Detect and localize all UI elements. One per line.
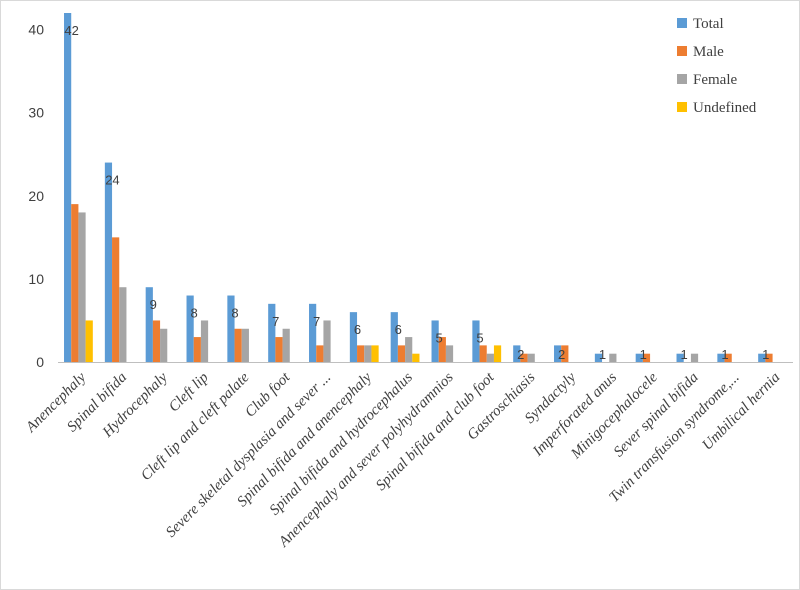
bar-male: [275, 337, 283, 362]
bar-female: [241, 328, 249, 362]
bar-total: [676, 353, 684, 362]
bar-total: [635, 353, 643, 362]
bar-female: [282, 328, 290, 362]
bar-undefined: [493, 345, 502, 362]
bar-female: [323, 320, 331, 362]
bar-male: [112, 237, 120, 362]
legend-swatch-total: [677, 18, 687, 28]
bar-male: [642, 353, 651, 362]
bar-total: [554, 345, 562, 362]
data-label: 6: [395, 322, 402, 337]
y-tick-label: 30: [28, 105, 44, 121]
bar-total: [717, 353, 725, 362]
bar-female: [364, 345, 372, 362]
bar-male: [357, 345, 365, 362]
legend-label-female: Female: [693, 72, 737, 88]
y-tick-label: 40: [28, 22, 44, 38]
data-label: 1: [599, 347, 606, 362]
bar-total: [268, 303, 276, 362]
bar-male: [765, 353, 773, 362]
bar-male: [152, 320, 161, 362]
y-tick-label: 20: [28, 188, 44, 204]
bar-total: [186, 295, 194, 362]
bar-male: [193, 337, 201, 362]
data-label: 9: [150, 297, 157, 312]
bar-undefined: [412, 353, 420, 362]
bars: [64, 13, 773, 362]
bar-male: [316, 345, 324, 362]
legend-swatch-male: [677, 46, 687, 56]
bar-male: [438, 337, 446, 362]
bar-female: [119, 287, 127, 362]
bar-total: [227, 295, 235, 362]
bar-total: [145, 287, 153, 362]
data-label: 8: [191, 306, 198, 321]
bar-female: [405, 337, 413, 362]
data-label: 1: [721, 347, 728, 362]
y-tick-label: 0: [36, 354, 44, 370]
y-tick-label: 10: [28, 271, 44, 287]
bar-female: [609, 353, 617, 362]
bar-total: [472, 320, 480, 362]
legend: Total Male Female Undefined: [677, 16, 757, 116]
bar-female: [160, 328, 168, 362]
bar-male: [724, 353, 732, 362]
bar-total: [390, 312, 398, 362]
bar-total: [513, 345, 521, 362]
data-label: 42: [64, 23, 78, 38]
legend-label-undefined: Undefined: [693, 100, 757, 116]
data-label: 5: [476, 330, 483, 345]
y-axis: 0 10 20 30 40: [28, 22, 44, 370]
data-label: 2: [517, 347, 524, 362]
bar-total: [349, 312, 358, 362]
data-label: 1: [640, 347, 647, 362]
bar-female: [690, 353, 699, 362]
bar-male: [561, 345, 569, 362]
bar-male: [71, 204, 79, 362]
data-label: 7: [313, 314, 320, 329]
bar-total: [64, 13, 72, 362]
bar-female: [445, 345, 454, 362]
data-label: 1: [681, 347, 688, 362]
bar-female: [78, 212, 86, 362]
data-label: 24: [105, 173, 119, 188]
legend-swatch-female: [677, 74, 687, 84]
bar-female: [527, 353, 535, 362]
bar-total: [309, 303, 317, 362]
bar-male: [234, 328, 242, 362]
bar-male: [479, 345, 487, 362]
legend-swatch-undefined: [677, 102, 687, 112]
bar-male: [397, 345, 406, 362]
legend-label-male: Male: [693, 44, 724, 60]
bar-total: [104, 162, 113, 362]
bar-undefined: [85, 320, 93, 362]
bar-total: [594, 353, 603, 362]
data-labels: 42 24 9 8 8 7 7 6 6 5 5 2 2 1 1 1 1 1: [64, 23, 769, 362]
data-label: 7: [272, 314, 279, 329]
bar-female: [200, 320, 209, 362]
x-tick-label: Umbilical hernia: [699, 370, 783, 454]
bar-male: [520, 353, 528, 362]
bar-female: [486, 353, 494, 362]
data-label: 2: [558, 347, 565, 362]
data-label: 8: [231, 306, 238, 321]
data-label: 5: [436, 330, 443, 345]
legend-label-total: Total: [693, 16, 724, 32]
bar-undefined: [371, 345, 379, 362]
bar-total: [758, 353, 766, 362]
data-label: 6: [354, 322, 361, 337]
bar-total: [431, 320, 439, 362]
data-label: 1: [762, 347, 769, 362]
